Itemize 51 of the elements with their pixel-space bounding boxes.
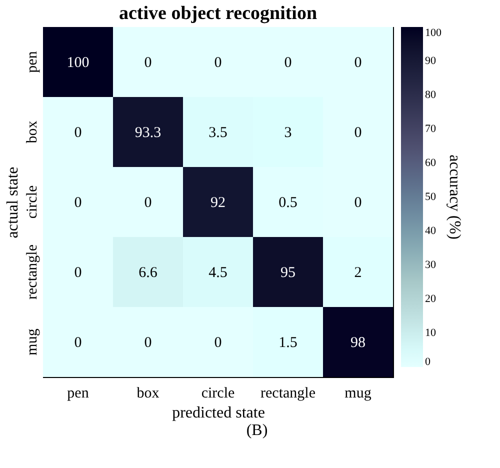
data-label: 6.6: [138, 265, 158, 281]
data-label: 0: [284, 55, 292, 71]
data-label: 95: [280, 265, 296, 281]
data-label: 0: [144, 195, 152, 211]
y-axis-title: actual state: [4, 166, 22, 238]
data-label: 0: [214, 335, 222, 351]
data-label: 0.5: [278, 195, 298, 211]
color-bar-label: 70: [425, 123, 436, 135]
x-tick-label: box: [136, 386, 160, 402]
color-bar-label: 0: [425, 356, 431, 368]
data-label: 0: [214, 55, 222, 71]
data-label: 3: [284, 125, 292, 141]
data-label: 0: [144, 335, 152, 351]
y-tick-label: box: [24, 120, 40, 144]
y-tick-label: circle: [24, 185, 40, 219]
data-label: 0: [354, 195, 362, 211]
x-tick-label: pen: [67, 386, 90, 402]
color-bar-label: 30: [425, 259, 436, 271]
color-bar-title: accuracy (%): [446, 154, 463, 240]
data-label: 0: [354, 55, 362, 71]
data-label: 4.5: [208, 265, 228, 281]
data-label: 0: [144, 55, 152, 71]
data-label: 3.5: [208, 125, 228, 141]
data-label: 92: [210, 195, 226, 211]
color-bar-label: 50: [425, 191, 436, 203]
text: (B): [245, 422, 269, 440]
x-tick-label: circle: [201, 386, 235, 402]
y-tick-label: mug: [24, 328, 40, 356]
data-label: 2: [354, 265, 362, 281]
data-label: 0: [74, 195, 82, 211]
data-label: 100: [66, 55, 90, 71]
data-label: 0: [354, 125, 362, 141]
color-bar-label: 60: [425, 157, 436, 169]
data-label: 1.5: [278, 335, 298, 351]
data-label: 0: [74, 265, 82, 281]
color-bar-label: 10: [425, 327, 436, 339]
data-label: 0: [74, 335, 82, 351]
x-tick-label: mug: [344, 386, 372, 402]
color-bar-label: 90: [425, 55, 436, 67]
data-label: 98: [350, 335, 366, 351]
x-tick-label: rectangle: [260, 386, 316, 402]
y-tick-label: pen: [24, 50, 40, 73]
color-bar-label: 100: [425, 27, 442, 39]
color-bar-label: 40: [425, 225, 436, 237]
color-bar-label: 20: [425, 293, 436, 305]
data-label: 0: [74, 125, 82, 141]
x-axis-title: predicted state: [172, 404, 265, 422]
data-label: 93.3: [134, 125, 162, 141]
chart-title: active object recognition: [118, 3, 318, 24]
color-bar-label: 80: [425, 89, 436, 101]
y-tick-label: rectangle: [24, 244, 40, 300]
